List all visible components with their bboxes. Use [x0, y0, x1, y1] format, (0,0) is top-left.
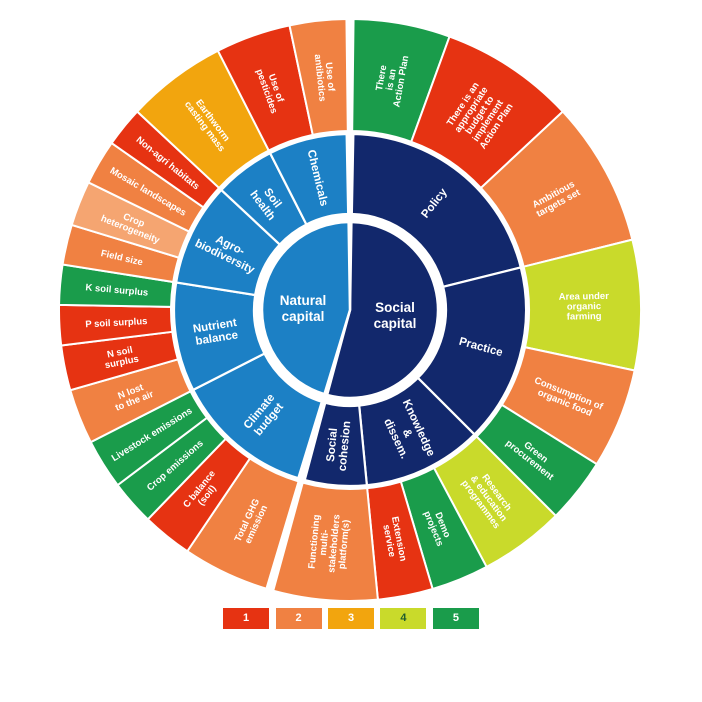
legend-item-score-1: 1 [223, 608, 270, 629]
pillar-natural-capital [260, 220, 352, 396]
indicator-segment-use-of-antibiotics [288, 18, 349, 137]
legend-label: 4 [400, 612, 407, 624]
legend-item-score-2: 2 [275, 608, 322, 629]
pillar-label-social-capital: Social capital [374, 300, 417, 331]
pillar-social-capital [325, 220, 440, 400]
category-segment-policy [350, 132, 523, 289]
legend-label: 3 [347, 612, 355, 624]
legend-label: 5 [452, 612, 459, 624]
indicator-label-p-soil-surplus: P soil surplus [85, 316, 148, 330]
category-label-social-cohesion: Socialcohesion [324, 419, 353, 472]
indicator-label-k-soil-surplus: K soil surplus [85, 282, 149, 298]
category-segment-social-cohesion [303, 401, 369, 488]
indicator-segment-functioning-multi-stakeholders-platform-s [271, 481, 379, 602]
indicator-label-functioning-multi-stakeholders-platform-s: Functioningmulti-stakeholdersplatform(s) [306, 512, 352, 574]
legend-label: 1 [243, 612, 250, 624]
legend-label: 2 [295, 612, 302, 624]
indicator-label-area-under-organic-farming: Area underorganicfarming [559, 291, 610, 323]
legend-item-score-4: 4 [380, 608, 427, 629]
category-segment-chemicals [268, 132, 350, 226]
indicator-label-use-of-antibiotics: Use ofantibiotics [312, 53, 338, 102]
score-legend: 1 2 3 4 5 [0, 608, 702, 629]
pillar-label-natural-capital: Natural capital [280, 293, 327, 324]
legend-item-score-3: 3 [328, 608, 374, 629]
legend-item-score-5: 5 [432, 608, 479, 629]
indicator-label-n-soil-surplus: N soilsurplus [102, 344, 140, 371]
